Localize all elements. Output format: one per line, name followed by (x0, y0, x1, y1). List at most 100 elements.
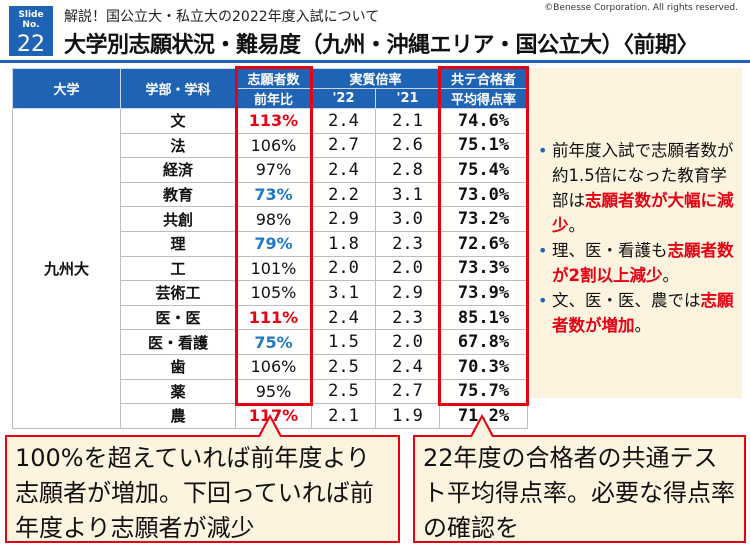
faculty-cell: 農 (120, 403, 236, 429)
applicants-ratio-cell: 113% (235, 108, 312, 134)
header-ratio-21: '21 (374, 88, 441, 109)
header-applicants: 志願者数 (235, 68, 312, 89)
faculty-cell: 工 (120, 255, 236, 282)
ratio-22-cell: 2.4 (311, 108, 376, 134)
ratio-22-cell: 2.4 (311, 157, 376, 183)
ratio-21-cell: 2.9 (374, 280, 441, 306)
slide-number-label: Slide No. (18, 10, 44, 30)
ratio-21-cell: 2.0 (374, 255, 441, 282)
note-text: 文、医・医、農では (552, 291, 701, 310)
average-score-cell: 73.3% (439, 255, 529, 282)
table-row: 共創 98% 2.9 3.0 73.2% (13, 206, 529, 232)
ratio-22-cell: 2.1 (311, 403, 376, 429)
ratio-21-cell: 2.3 (374, 230, 441, 257)
average-score-cell: 70.3% (439, 353, 529, 380)
note-emphasis: 志願者数が2割以上減少 (552, 241, 734, 285)
header-ratio-22: '22 (311, 88, 376, 109)
note-tail: 。 (568, 216, 586, 235)
table-row: 医・看護 75% 1.5 2.0 67.8% (13, 329, 529, 355)
ratio-22-cell: 2.5 (311, 378, 376, 405)
ratio-21-cell: 1.9 (374, 403, 441, 429)
table-row: 教育 73% 2.2 3.1 73.0% (13, 181, 529, 208)
average-score-cell: 75.7% (439, 378, 529, 405)
applicants-ratio-cell: 105% (235, 280, 312, 306)
header-applicants-yoy: 前年比 (235, 88, 312, 109)
note-item: • 理、医・看護も志願者数が2割以上減少。 (538, 238, 736, 288)
note-text: 前年度入試で志願者数が約1.5倍になった教育学部は (552, 141, 734, 210)
faculty-cell: 医・医 (120, 304, 236, 331)
faculty-cell: 法 (120, 132, 236, 159)
table-row: 薬 95% 2.5 2.7 75.7% (13, 378, 529, 405)
note-item: • 前年度入試で志願者数が約1.5倍になった教育学部は志願者数が大幅に減少。 (538, 138, 736, 238)
average-score-cell: 73.2% (439, 206, 529, 232)
ratio-22-cell: 3.1 (311, 280, 376, 306)
header-ratio: 実質倍率 (310, 68, 441, 89)
callout-left-pointer-fill (260, 418, 280, 437)
average-highlight-box (438, 66, 529, 406)
ratio-21-cell: 2.4 (374, 353, 441, 380)
slide-number: 22 (17, 32, 45, 57)
callout-applicants: 100%を超えていれば前年度より志願者が増加。下回っていれば前年度より志願者が減… (5, 435, 400, 543)
average-score-cell: 67.8% (439, 329, 529, 355)
ratio-22-cell: 2.7 (311, 132, 376, 159)
ratio-22-cell: 2.5 (311, 353, 376, 380)
ratio-21-cell: 2.6 (374, 132, 441, 159)
table-row: 法 106% 2.7 2.6 75.1% (13, 132, 529, 159)
header-faculty: 学部・学科 (120, 68, 236, 109)
ratio-21-cell: 2.1 (374, 108, 441, 134)
title-divider (0, 60, 750, 63)
header-average-score-rate: 平均得点率 (439, 88, 529, 109)
table-row: 歯 106% 2.5 2.4 70.3% (13, 353, 529, 380)
university-name: 九州大 (12, 108, 121, 429)
bullet-icon: • (538, 241, 548, 260)
note-item: • 文、医・医、農では志願者数が増加。 (538, 288, 736, 338)
header-average-score: 共テ合格者 (439, 68, 529, 89)
side-note: • 前年度入試で志願者数が約1.5倍になった教育学部は志願者数が大幅に減少。 • 理、… (530, 68, 742, 398)
ratio-22-cell: 1.8 (311, 230, 376, 257)
faculty-cell: 共創 (120, 206, 236, 232)
faculty-cell: 歯 (120, 353, 236, 380)
faculty-cell: 薬 (120, 378, 236, 405)
side-note-list: • 前年度入試で志願者数が約1.5倍になった教育学部は志願者数が大幅に減少。 • 理、… (538, 138, 736, 338)
faculty-cell: 芸術工 (120, 280, 236, 306)
ratio-22-cell: 1.5 (311, 329, 376, 355)
average-score-cell: 85.1% (439, 304, 529, 331)
ratio-22-cell: 2.0 (311, 255, 376, 282)
note-tail: 。 (662, 266, 679, 285)
average-score-cell: 73.9% (439, 280, 529, 306)
note-emphasis: 志願者数が大幅に減少 (552, 191, 734, 235)
bullet-icon: • (538, 291, 548, 310)
ratio-21-cell: 2.3 (374, 304, 441, 331)
faculty-cell: 理 (120, 230, 236, 257)
applicants-ratio-cell: 95% (235, 378, 312, 405)
copyright-text: ©Benesse Corporation. All rights reserve… (544, 3, 738, 13)
ratio-21-cell: 2.0 (374, 329, 441, 355)
header-university: 大学 (12, 68, 121, 109)
ratio-22-cell: 2.2 (311, 181, 376, 208)
faculty-cell: 文 (120, 108, 236, 134)
note-emphasis: 志願者数が増加 (552, 291, 734, 335)
ratio-21-cell: 2.8 (374, 157, 441, 183)
applicants-ratio-cell: 75% (235, 329, 312, 355)
slide-number-badge: Slide No. 22 (9, 6, 53, 57)
applicants-ratio-cell: 101% (235, 255, 312, 282)
callout-right-pointer-fill (472, 418, 492, 437)
callout-average-score: 22年度の合格者の共通テスト平均得点率。必要な得点率の確認を (413, 435, 746, 543)
faculty-cell: 経済 (120, 157, 236, 183)
page-title: 大学別志願状況・難易度（九州・沖縄エリア・国公立大）〈前期〉 (64, 33, 699, 58)
ratio-21-cell: 2.7 (374, 378, 441, 405)
ratio-22-cell: 2.9 (311, 206, 376, 232)
average-score-cell: 75.4% (439, 157, 529, 183)
bullet-icon: • (538, 141, 548, 160)
table-row: 芸術工 105% 3.1 2.9 73.9% (13, 280, 529, 306)
applicants-highlight-box (235, 66, 313, 406)
ratio-21-cell: 3.1 (374, 181, 441, 208)
table-row: 九州大文 113% 2.4 2.1 74.6% (12, 108, 529, 429)
average-score-cell: 75.1% (439, 132, 529, 159)
page-subtitle: 解説！国公立大・私立大の2022年度入試について (64, 9, 380, 25)
table-row: 工 101% 2.0 2.0 73.3% (13, 255, 529, 282)
faculty-cell: 医・看護 (120, 329, 236, 355)
note-text: 理、医・看護も (552, 241, 668, 260)
ratio-22-cell: 2.4 (311, 304, 376, 331)
faculty-cell: 教育 (120, 181, 236, 208)
